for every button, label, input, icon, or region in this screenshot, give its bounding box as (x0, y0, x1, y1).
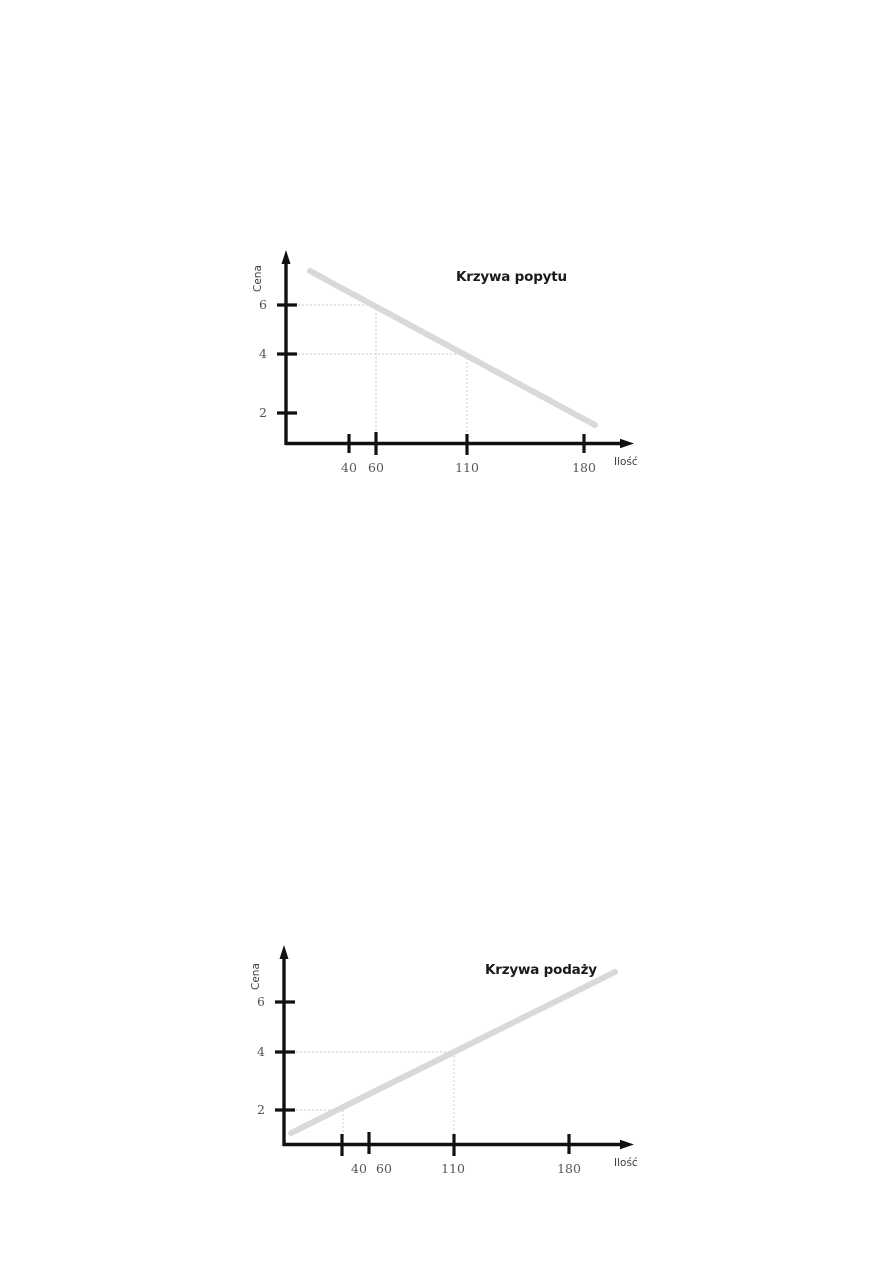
chart-title-demand: Krzywa popytu (456, 269, 567, 285)
supply-chart-svg (275, 945, 634, 1156)
guide-lines (286, 304, 468, 444)
x-tick-label-40-demand: 40 (341, 460, 357, 475)
x-axis (283, 1139, 634, 1150)
y-tick-label-4-demand: 4 (259, 346, 267, 361)
x-axis-ticks (347, 432, 586, 455)
x-axis-arrow-icon (620, 438, 634, 449)
x-axis (285, 438, 634, 449)
x-tick-label-180-demand: 180 (572, 460, 596, 475)
x-axis-ticks (340, 1132, 571, 1156)
x-tick-label-110-demand: 110 (455, 460, 479, 475)
supply-curve-line (288, 969, 618, 1136)
x-axis-title-supply: Ilość (614, 1157, 638, 1169)
y-tick-label-4-supply: 4 (257, 1044, 265, 1059)
y-axis-title-supply: Cena (250, 963, 262, 990)
y-tick-label-2-supply: 2 (257, 1102, 265, 1117)
demand-curve-line (307, 268, 598, 428)
x-axis-title-demand: Ilość (614, 456, 638, 468)
y-tick-label-6-supply: 6 (257, 994, 265, 1009)
figure-supply-curve: Krzywa podaży Cena Ilość 6 4 2 40 60 110… (240, 930, 660, 1180)
y-tick-label-2-demand: 2 (259, 405, 267, 420)
y-axis-arrow-icon (279, 945, 289, 959)
x-tick-label-60-supply: 60 (376, 1161, 392, 1176)
x-tick-label-110-supply: 110 (441, 1161, 465, 1176)
y-axis (281, 250, 291, 445)
chart-title-supply: Krzywa podaży (485, 962, 597, 978)
demand-chart-svg (277, 250, 634, 455)
x-tick-label-40-supply: 40 (351, 1161, 367, 1176)
y-axis-arrow-icon (281, 250, 291, 264)
y-axis-ticks (277, 303, 297, 415)
y-axis-title-demand: Cena (252, 265, 264, 292)
figure-demand-curve: Krzywa popytu Cena Ilość 6 4 2 40 60 110… (240, 240, 660, 490)
x-tick-label-180-supply: 180 (557, 1161, 581, 1176)
y-tick-label-6-demand: 6 (259, 297, 267, 312)
y-axis (279, 945, 289, 1146)
x-tick-label-60-demand: 60 (368, 460, 384, 475)
y-axis-ticks (275, 1000, 295, 1112)
x-axis-arrow-icon (620, 1139, 634, 1150)
